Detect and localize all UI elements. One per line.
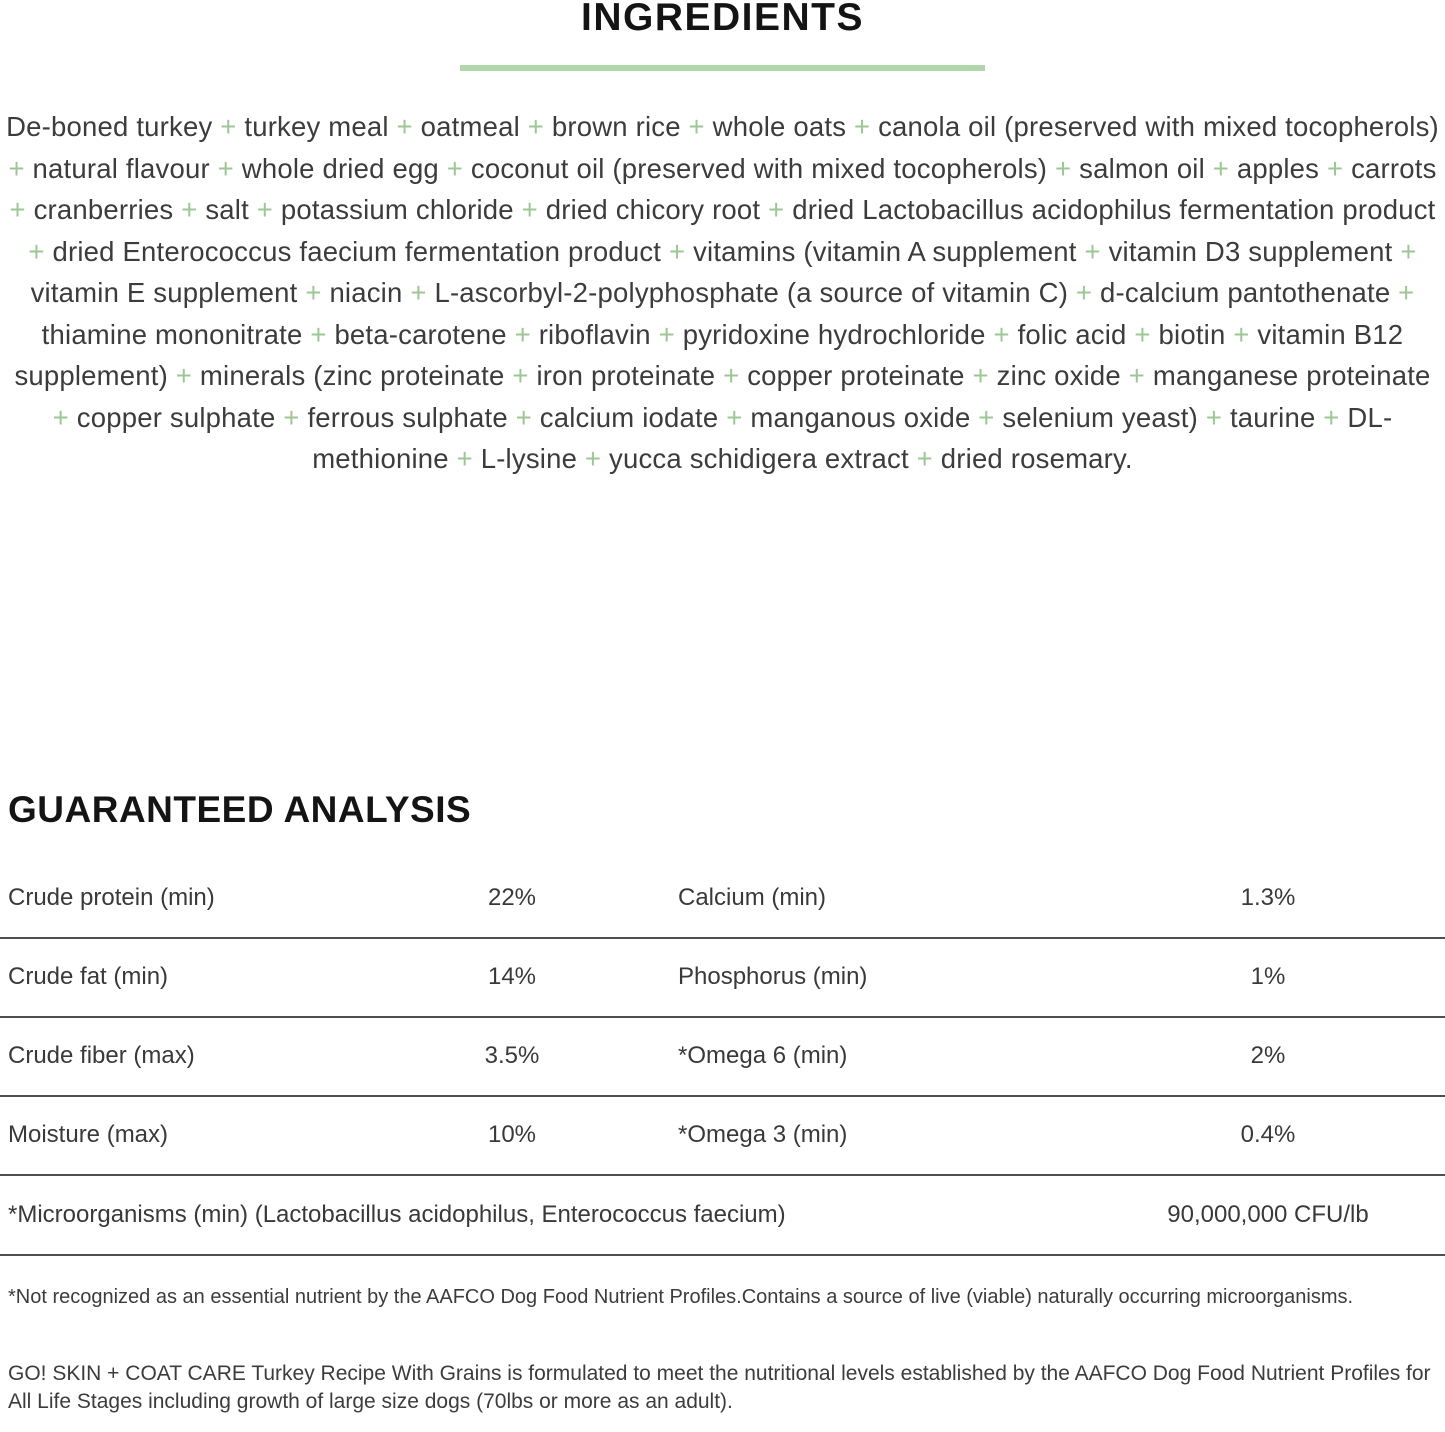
ingredients-title: INGREDIENTS <box>580 0 865 39</box>
plus-separator: + <box>1120 360 1153 391</box>
plus-separator: + <box>438 152 471 184</box>
plus-separator: + <box>715 360 748 391</box>
plus-separator: + <box>8 152 33 184</box>
guaranteed-analysis-title: GUARANTEED ANALYSIS <box>8 788 472 830</box>
plus-separator: + <box>506 318 539 350</box>
guaranteed-analysis-table: Crude protein (min) 22% Calcium (min) 1.… <box>0 860 1445 1256</box>
analysis-right-value: 1% <box>1250 963 1286 990</box>
analysis-row: Crude fat (min) 14% Phosphorus (min) 1% <box>0 939 1445 1018</box>
plus-separator: + <box>167 360 200 391</box>
plus-separator: + <box>846 111 879 142</box>
plus-separator: + <box>1068 277 1101 308</box>
plus-separator: + <box>1126 318 1159 350</box>
plus-separator: + <box>248 194 281 225</box>
plus-separator: + <box>970 401 1003 433</box>
plus-separator: + <box>1315 401 1348 433</box>
plus-separator: + <box>507 401 540 433</box>
plus-separator: + <box>1047 152 1080 184</box>
analysis-left-value: 22% <box>487 884 537 911</box>
analysis-right-label: *Omega 3 (min) <box>678 1121 848 1148</box>
analysis-left-value: 14% <box>487 963 537 990</box>
analysis-right-value: 1.3% <box>1240 884 1296 911</box>
plus-separator: + <box>448 443 481 474</box>
analysis-row: Crude fiber (max) 3.5% *Omega 6 (min) 2% <box>0 1018 1445 1097</box>
plus-separator: + <box>1198 401 1230 433</box>
analysis-right-label: Calcium (min) <box>678 884 827 911</box>
analysis-right-value: 2% <box>1250 1042 1286 1069</box>
analysis-right-label: *Omega 6 (min) <box>678 1042 848 1069</box>
plus-separator: + <box>650 318 683 350</box>
plus-separator: + <box>209 152 242 184</box>
microorganisms-row: *Microorganisms (min) (Lactobacillus aci… <box>0 1176 1445 1256</box>
analysis-right-label: Phosphorus (min) <box>678 963 868 990</box>
analysis-right-value: 0.4% <box>1240 1121 1296 1148</box>
analysis-row: Crude protein (min) 22% Calcium (min) 1.… <box>0 860 1445 939</box>
analysis-left-value: 10% <box>487 1121 537 1148</box>
plus-separator: + <box>1392 235 1417 267</box>
analysis-left-label: Crude fiber (max) <box>8 1042 195 1069</box>
plus-separator: + <box>577 443 610 474</box>
plus-separator: + <box>1390 277 1415 308</box>
green-divider-rule <box>460 65 985 71</box>
plus-separator: + <box>275 401 308 433</box>
microorganisms-value: 90,000,000 CFU/lb <box>1167 1200 1369 1228</box>
plus-separator: + <box>661 235 694 267</box>
plus-separator: + <box>302 318 335 350</box>
analysis-left-label: Crude fat (min) <box>8 963 169 990</box>
plus-separator: + <box>388 111 421 142</box>
plus-separator: + <box>519 111 552 142</box>
plus-separator: + <box>718 401 751 433</box>
plus-separator: + <box>173 194 206 225</box>
plus-separator: + <box>1225 318 1258 350</box>
plus-separator: + <box>513 194 546 225</box>
analysis-left-label: Moisture (max) <box>8 1121 169 1148</box>
plus-separator: + <box>964 360 997 391</box>
plus-separator: + <box>52 401 77 433</box>
analysis-left-label: Crude protein (min) <box>8 884 215 911</box>
analysis-rows-container: Crude protein (min) 22% Calcium (min) 1.… <box>0 860 1445 1176</box>
plus-separator: + <box>402 277 435 308</box>
plus-separator: + <box>1076 235 1109 267</box>
plus-separator: + <box>9 194 34 225</box>
plus-separator: + <box>504 360 537 391</box>
plus-separator: + <box>680 111 713 142</box>
ingredients-paragraph: De-boned turkey + turkey meal + oatmeal … <box>6 111 1439 474</box>
aafco-footnote: *Not recognized as an essential nutrient… <box>8 1285 1354 1308</box>
analysis-left-value: 3.5% <box>484 1042 540 1069</box>
plus-separator: + <box>985 318 1018 350</box>
plus-separator: + <box>760 194 793 225</box>
plus-separator: + <box>908 443 941 474</box>
formulation-footnote: GO! SKIN + COAT CARE Turkey Recipe With … <box>8 1361 1431 1413</box>
plus-separator: + <box>212 111 245 142</box>
plus-separator: + <box>297 277 330 308</box>
plus-separator: + <box>1204 152 1237 184</box>
microorganisms-label: *Microorganisms (min) (Lactobacillus aci… <box>8 1200 786 1228</box>
plus-separator: + <box>28 235 53 267</box>
plus-separator: + <box>1319 152 1352 184</box>
analysis-row: Moisture (max) 10% *Omega 3 (min) 0.4% <box>0 1097 1445 1176</box>
